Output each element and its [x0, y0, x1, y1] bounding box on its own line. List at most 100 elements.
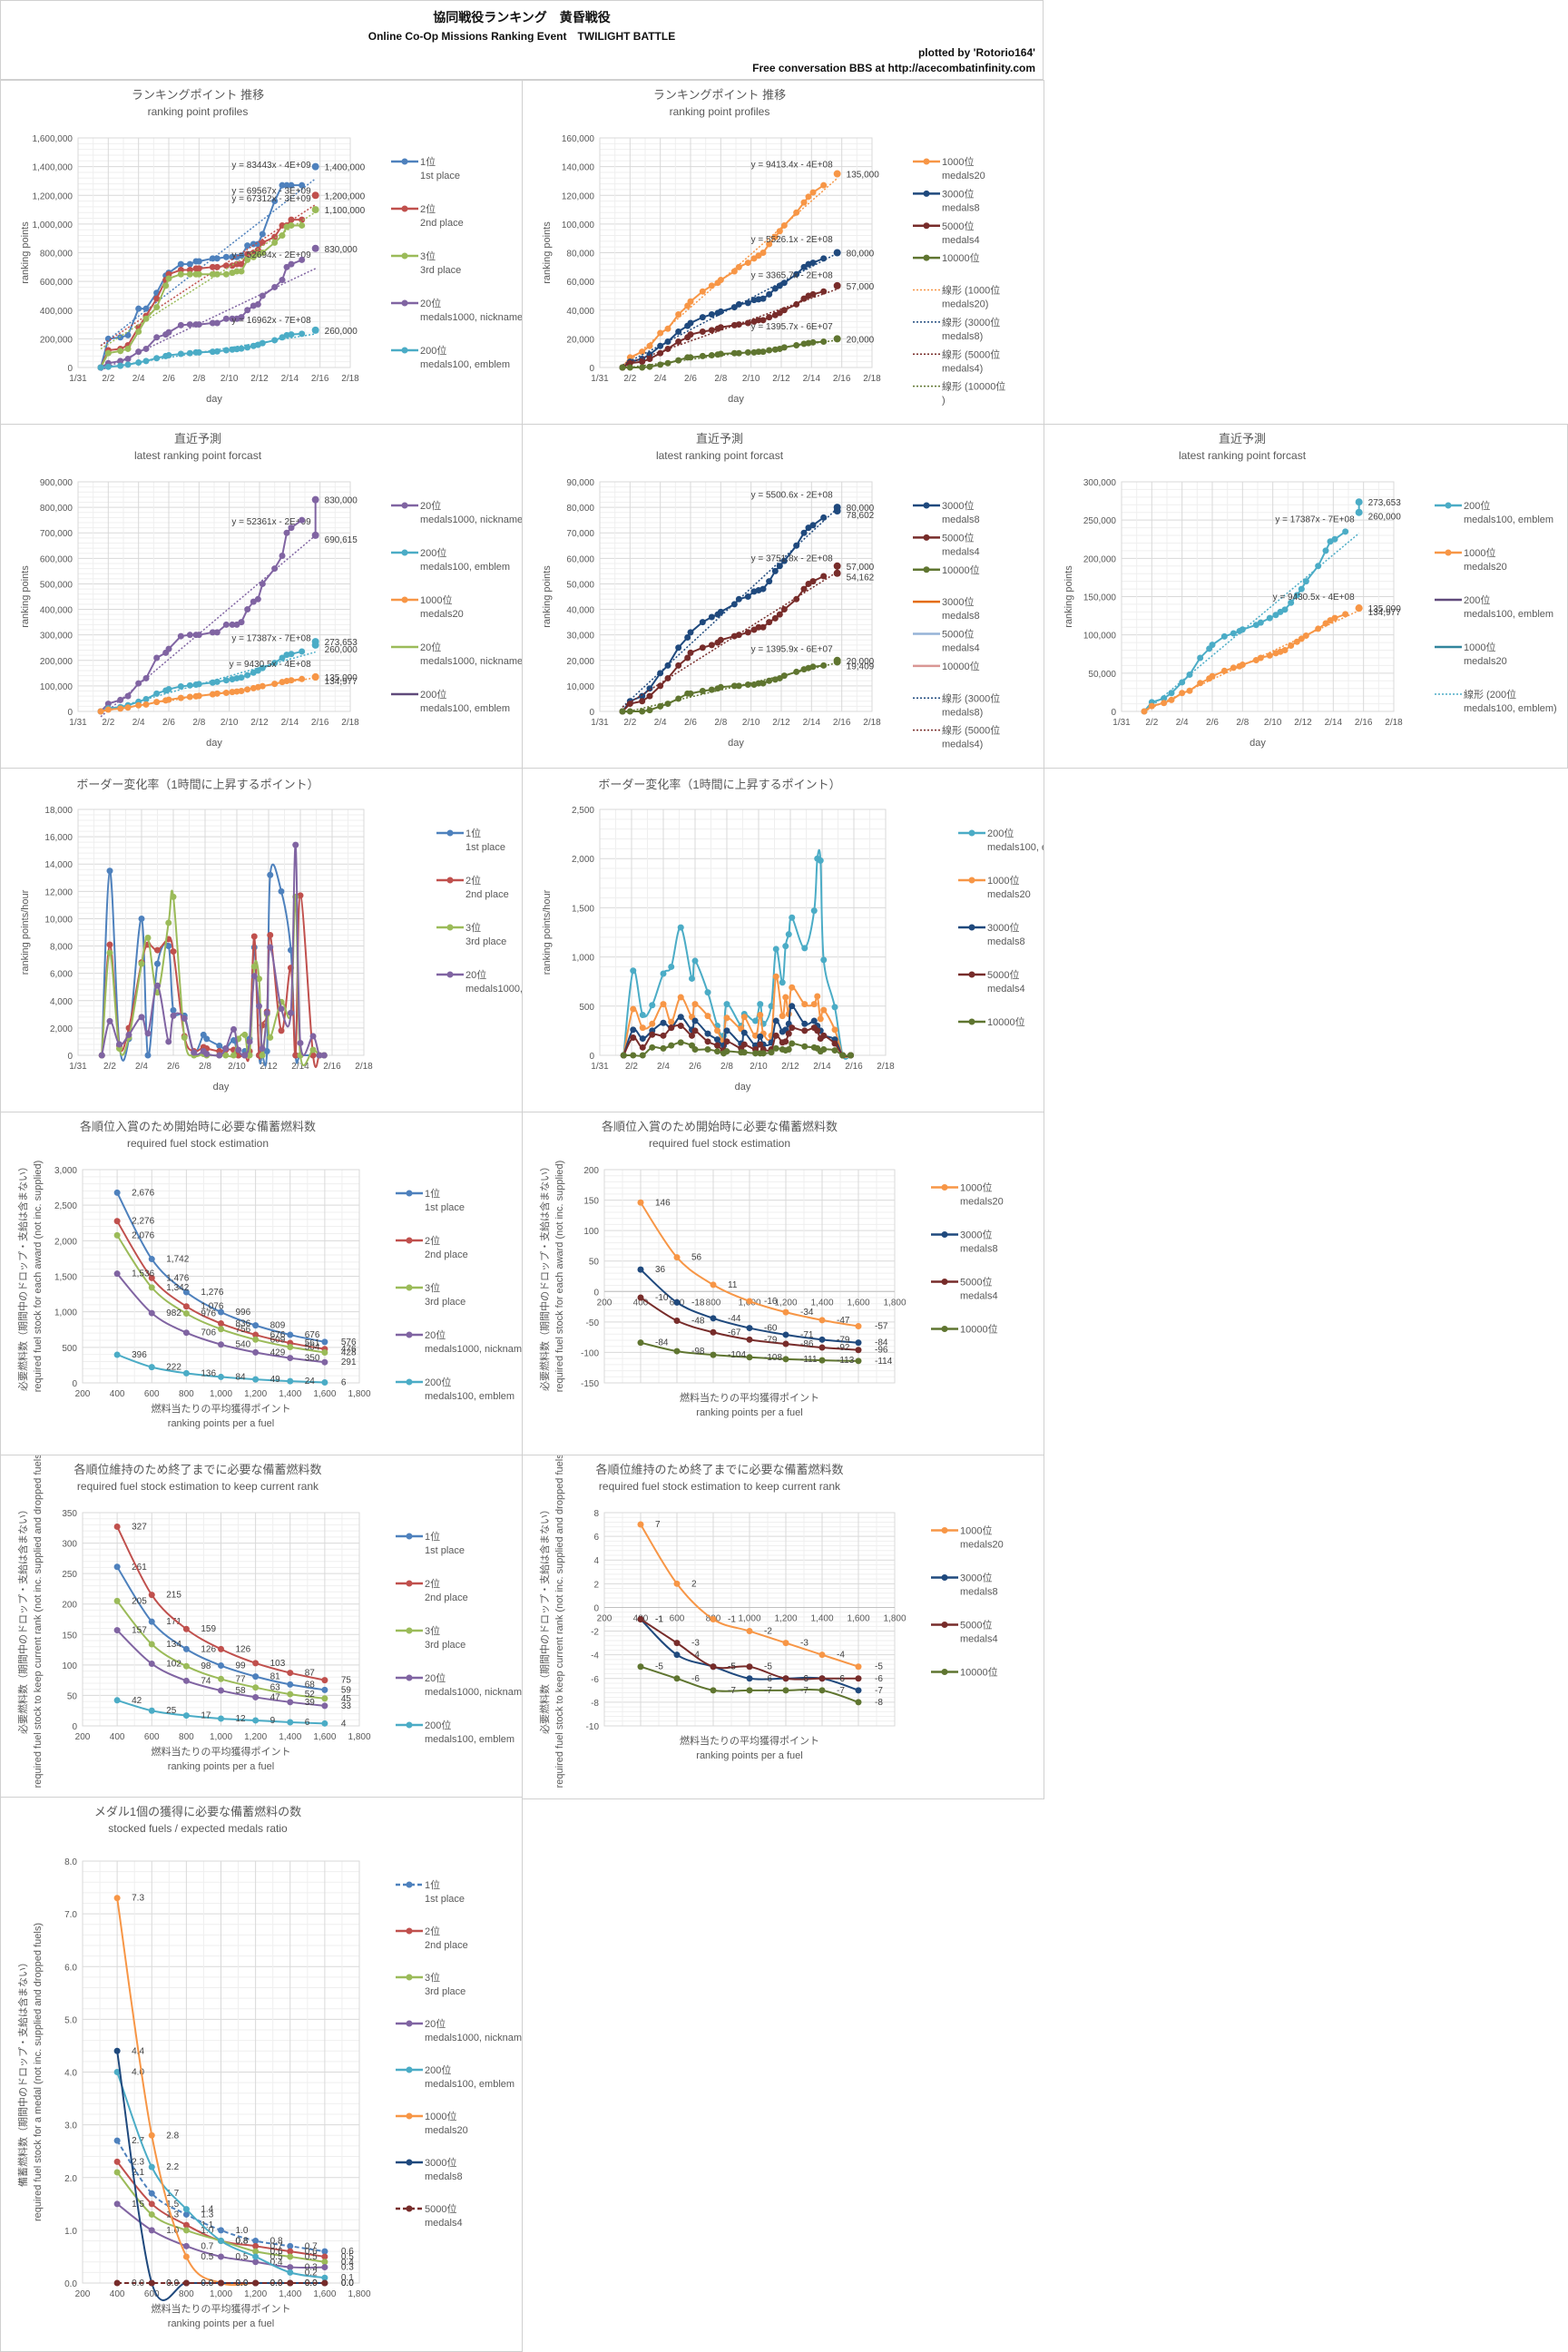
- y-tick-label: 600,000: [40, 554, 74, 564]
- data-point: [740, 1041, 748, 1048]
- forecast-label: 830,000: [325, 496, 358, 506]
- data-point: [182, 1645, 190, 1652]
- chart-svg-rate-top: ボーダー変化率（1時間に上昇するポイント）02,0004,0006,0008,0…: [20, 778, 522, 1093]
- data-point: [138, 1014, 145, 1021]
- data-point: [664, 701, 671, 708]
- data-point: [97, 708, 104, 715]
- report-title-jp: 協同戦役ランキング 黄昏戦役: [433, 10, 611, 24]
- forecast-label: 20,000: [847, 657, 875, 667]
- data-label: 99: [236, 1661, 247, 1671]
- data-label: -7: [875, 1686, 883, 1696]
- data-point: [259, 239, 266, 246]
- data-point: [203, 1035, 211, 1043]
- data-point: [271, 565, 279, 573]
- data-point: [1266, 614, 1273, 622]
- data-point: [801, 1001, 808, 1008]
- data-label: 45: [341, 1694, 352, 1704]
- data-point: [124, 331, 132, 338]
- data-point: [793, 300, 800, 308]
- y-tick-label: 80,000: [566, 504, 594, 514]
- data-point: [639, 364, 646, 371]
- data-point: [170, 1012, 177, 1019]
- data-point: [142, 305, 150, 312]
- data-point: [723, 1038, 730, 1045]
- trend-equation: y = 52361x - 2E+09: [231, 517, 311, 527]
- legend-item: 10000位: [913, 660, 980, 672]
- y-tick-label: 300,000: [40, 632, 74, 642]
- data-point: [687, 629, 694, 636]
- trendline: [1143, 610, 1359, 712]
- legend-item: 線形 (10000位): [913, 380, 1005, 407]
- data-point: [135, 305, 142, 312]
- data-point: [780, 221, 788, 229]
- data-point: [106, 941, 113, 948]
- data-point: [1257, 619, 1264, 626]
- x-tick-label: 1/31: [69, 1062, 87, 1072]
- data-point: [691, 1027, 699, 1034]
- data-point: [649, 1031, 656, 1038]
- chart-title: 直近予測: [696, 432, 743, 446]
- legend-sublabel: medals20: [425, 2125, 468, 2136]
- data-label: 75: [341, 1676, 352, 1686]
- data-point: [673, 1675, 681, 1682]
- data-point: [630, 1052, 637, 1059]
- x-tick-label: 1,600: [847, 1298, 869, 1308]
- data-label: 4.0: [132, 2068, 144, 2078]
- legend-marker: [401, 502, 408, 509]
- data-point: [153, 690, 161, 697]
- legend-label: 3000位: [960, 1229, 992, 1241]
- data-point: [218, 1320, 224, 1328]
- data-label: 0.8: [236, 2237, 249, 2247]
- y-tick-label: 350: [62, 1509, 77, 1519]
- trend-equation: y = 9430.5x - 4E+08: [1273, 593, 1356, 603]
- y-tick-label: 800,000: [40, 250, 74, 260]
- legend-label: 10000位: [987, 1015, 1025, 1028]
- data-point: [755, 252, 762, 260]
- legend-label: 1000位: [425, 2110, 456, 2122]
- data-point: [814, 1027, 821, 1034]
- data-label: 504: [305, 1343, 320, 1353]
- data-point: [766, 578, 773, 585]
- bbs-link[interactable]: Free conversation BBS at http://acecomba…: [752, 62, 1035, 74]
- data-label: -6: [800, 1674, 808, 1684]
- data-point: [779, 979, 786, 986]
- legend-label: 線形 (5000位: [942, 724, 1000, 737]
- chart-subtitle: required fuel stock estimation: [127, 1137, 269, 1150]
- data-point: [170, 1006, 177, 1014]
- data-point: [820, 255, 828, 262]
- y-tick-label: 1,000: [54, 1308, 77, 1318]
- legend-sublabel: medals100, emblem: [420, 703, 510, 714]
- y-axis-title: 必要燃料数（期間中のドロップ・支給は含まない）: [538, 1504, 551, 1734]
- data-point: [710, 1663, 717, 1671]
- data-point: [1281, 647, 1289, 654]
- trend-equation: y = 1395.9x - 6E+07: [751, 644, 834, 654]
- data-label: -4: [837, 1651, 845, 1661]
- x-tick-label: 2/4: [657, 1062, 670, 1072]
- data-label: -96: [875, 1346, 888, 1356]
- legend-item: 1000位 medals20: [396, 2110, 468, 2136]
- data-point: [144, 1052, 152, 1059]
- data-label: 1,076: [201, 1302, 223, 1312]
- legend-marker: [401, 299, 408, 307]
- y-tick-label: 1,000,000: [33, 220, 74, 230]
- data-point: [1209, 642, 1216, 649]
- data-point: [657, 349, 664, 357]
- series-10000位: [620, 1039, 854, 1059]
- data-point: [1298, 635, 1305, 642]
- data-point: [252, 1331, 260, 1338]
- y-tick-label: 0: [67, 1052, 73, 1062]
- x-axis-title: day: [728, 394, 744, 405]
- legend-label: 5000位: [942, 628, 974, 641]
- data-point: [316, 1052, 323, 1059]
- data-point: [153, 355, 161, 362]
- data-point: [279, 277, 286, 284]
- data-point: [730, 268, 738, 275]
- data-label: 42: [132, 1696, 142, 1706]
- data-point: [177, 260, 184, 268]
